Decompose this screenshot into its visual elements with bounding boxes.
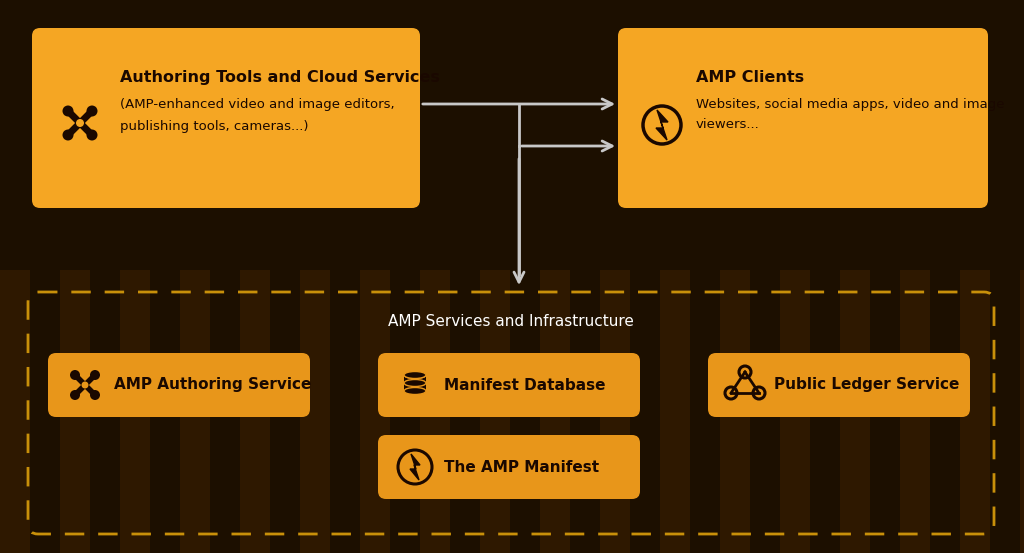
Bar [540,0,570,553]
Bar [720,0,750,553]
FancyBboxPatch shape [378,353,640,417]
Bar [420,0,450,553]
FancyBboxPatch shape [618,28,988,208]
Text: (AMP-enhanced video and image editors,: (AMP-enhanced video and image editors, [120,98,394,111]
Ellipse shape [404,372,426,378]
Bar [600,0,630,553]
Bar [780,0,810,553]
Bar [961,0,990,553]
Circle shape [86,129,97,140]
Circle shape [62,106,74,117]
Bar [900,0,930,553]
Circle shape [62,129,74,140]
Bar [0,0,30,553]
Circle shape [82,382,88,389]
Bar [120,0,150,553]
Text: AMP Clients: AMP Clients [696,70,804,85]
FancyBboxPatch shape [32,28,420,208]
Text: Websites, social media apps, video and image
viewers...: Websites, social media apps, video and i… [696,98,1005,131]
Bar [0,0,1024,270]
Bar [180,0,210,553]
Bar [1020,0,1024,553]
Circle shape [76,119,84,127]
Circle shape [90,390,100,400]
Ellipse shape [404,372,426,378]
Text: AMP Authoring Service: AMP Authoring Service [114,378,311,393]
Bar [660,0,690,553]
Text: AMP Services and Infrastructure: AMP Services and Infrastructure [388,314,634,329]
Polygon shape [656,110,668,140]
Text: Public Ledger Service: Public Ledger Service [774,378,959,393]
FancyBboxPatch shape [708,353,970,417]
Text: The AMP Manifest: The AMP Manifest [444,460,599,474]
Bar [404,375,426,383]
Bar [480,0,510,553]
Bar [360,0,390,553]
Circle shape [70,370,80,380]
Circle shape [70,390,80,400]
Ellipse shape [404,379,426,387]
FancyBboxPatch shape [378,435,640,499]
Ellipse shape [404,388,426,394]
Bar [840,0,870,553]
Text: Authoring Tools and Cloud Services: Authoring Tools and Cloud Services [120,70,440,85]
Polygon shape [410,454,420,480]
Circle shape [86,106,97,117]
Bar [404,383,426,391]
Bar [60,0,90,553]
FancyBboxPatch shape [48,353,310,417]
Text: Manifest Database: Manifest Database [444,378,605,393]
Circle shape [90,370,100,380]
Bar [300,0,330,553]
Bar [240,0,270,553]
Text: publishing tools, cameras...): publishing tools, cameras...) [120,120,308,133]
